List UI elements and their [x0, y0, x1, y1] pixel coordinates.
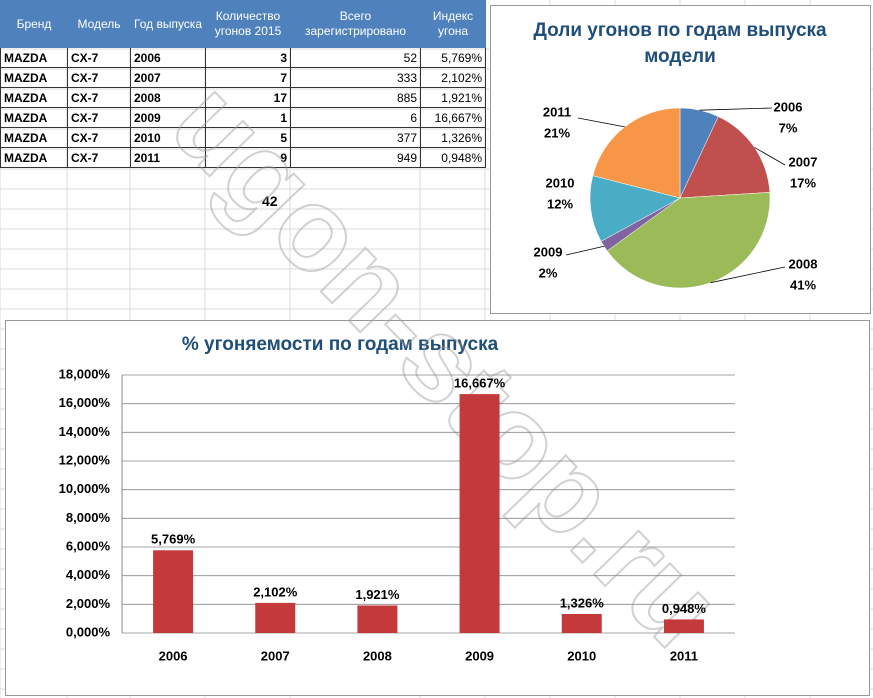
table-row: MAZDA CX-7 2008 17 885 1,921% [0, 87, 486, 108]
table-cell: MAZDA [0, 67, 68, 88]
pie-category-label: 2010 [546, 175, 575, 190]
header-cell: Всего зарегистрировано [290, 0, 421, 48]
x-tick-label: 2011 [670, 648, 698, 663]
table-row: MAZDA CX-7 2011 9 949 0,948% [0, 147, 486, 168]
value-label: 16,667% [454, 376, 506, 391]
value-label: 0,948% [662, 601, 707, 616]
table-cell: CX-7 [67, 67, 131, 88]
y-tick-label: 14,000% [59, 424, 111, 439]
pie-slice [592, 107, 681, 199]
y-tick-label: 16,000% [59, 395, 111, 410]
header-row: Бренд Модель Год выпуска Количество угонов … [0, 0, 486, 48]
bar [663, 619, 704, 633]
pie-category-label: 2006 [774, 99, 803, 114]
pie-category-label: 2009 [534, 244, 563, 259]
bar [357, 605, 398, 633]
x-tick-label: 2007 [261, 648, 290, 663]
y-tick-label: 2,000% [66, 596, 111, 611]
y-tick-label: 6,000% [66, 538, 111, 553]
x-tick-label: 2006 [159, 648, 188, 663]
table-cell: 949 [290, 147, 421, 168]
table-cell: MAZDA [0, 87, 68, 108]
header-cell: Модель [67, 0, 131, 48]
pie-slice [589, 175, 681, 242]
table-cell: MAZDA [0, 127, 68, 148]
leader-line [754, 147, 786, 166]
table-cell: 2008 [130, 87, 206, 108]
table-cell: MAZDA [0, 147, 68, 168]
total-cell: 42 [262, 193, 278, 209]
header-cell: Индекс угона [420, 0, 486, 48]
leader-line [565, 245, 605, 256]
leader-line [577, 117, 625, 128]
pie-category-label: 2007 [789, 154, 818, 169]
bar [153, 550, 194, 633]
table-cell: 0,948% [420, 147, 486, 168]
value-label: 1,921% [355, 587, 400, 602]
bar-title: % угоняемости по годам выпуска [181, 334, 499, 355]
data-table: Бренд Модель Год выпуска Количество угонов … [0, 0, 486, 168]
table-cell: 2007 [130, 67, 206, 88]
y-tick-label: 4,000% [66, 567, 111, 582]
leader-line [699, 107, 773, 111]
pie-category-label: 2008 [789, 256, 818, 271]
x-tick-label: 2009 [465, 648, 494, 663]
pie-slice [606, 192, 771, 289]
table-row: MAZDA CX-7 2006 3 52 5,769% [0, 47, 486, 68]
x-tick-label: 2010 [567, 648, 596, 663]
pie-title: Доли угонов по годам выпуска модели [533, 20, 827, 67]
bar [561, 613, 602, 633]
y-tick-label: 12,000% [59, 452, 111, 467]
pie-category-label: 2011 [543, 104, 571, 119]
table-cell: MAZDA [0, 107, 68, 128]
y-tick-label: 10,000% [59, 481, 111, 496]
header-cell: Бренд [0, 0, 68, 48]
table-cell: 2011 [130, 147, 206, 168]
pie-slice [679, 116, 771, 199]
bar [459, 394, 500, 633]
table-cell: MAZDA [0, 47, 68, 68]
pie-value-label: 17% [790, 175, 816, 190]
x-tick-label: 2008 [363, 648, 392, 663]
header-cell: Год выпуска [130, 0, 206, 48]
bar [255, 602, 296, 633]
pie-value-label: 7% [779, 120, 798, 135]
value-label: 5,769% [151, 532, 196, 547]
pie-value-label: 21% [544, 125, 570, 140]
table-cell: CX-7 [67, 147, 131, 168]
leader-line [710, 266, 786, 284]
y-tick-label: 0,000% [66, 624, 111, 639]
y-tick-label: 18,000% [59, 366, 111, 381]
value-label: 1,326% [560, 595, 605, 610]
pie-value-label: 41% [790, 277, 816, 292]
table-cell: 2009 [130, 107, 206, 128]
table-row: MAZDA CX-7 2009 1 6 16,667% [0, 107, 486, 128]
pie-value-label: 12% [547, 196, 573, 211]
value-label: 2,102% [253, 584, 298, 599]
y-tick-label: 8,000% [66, 510, 111, 525]
pie-value-label: 2% [539, 265, 558, 280]
